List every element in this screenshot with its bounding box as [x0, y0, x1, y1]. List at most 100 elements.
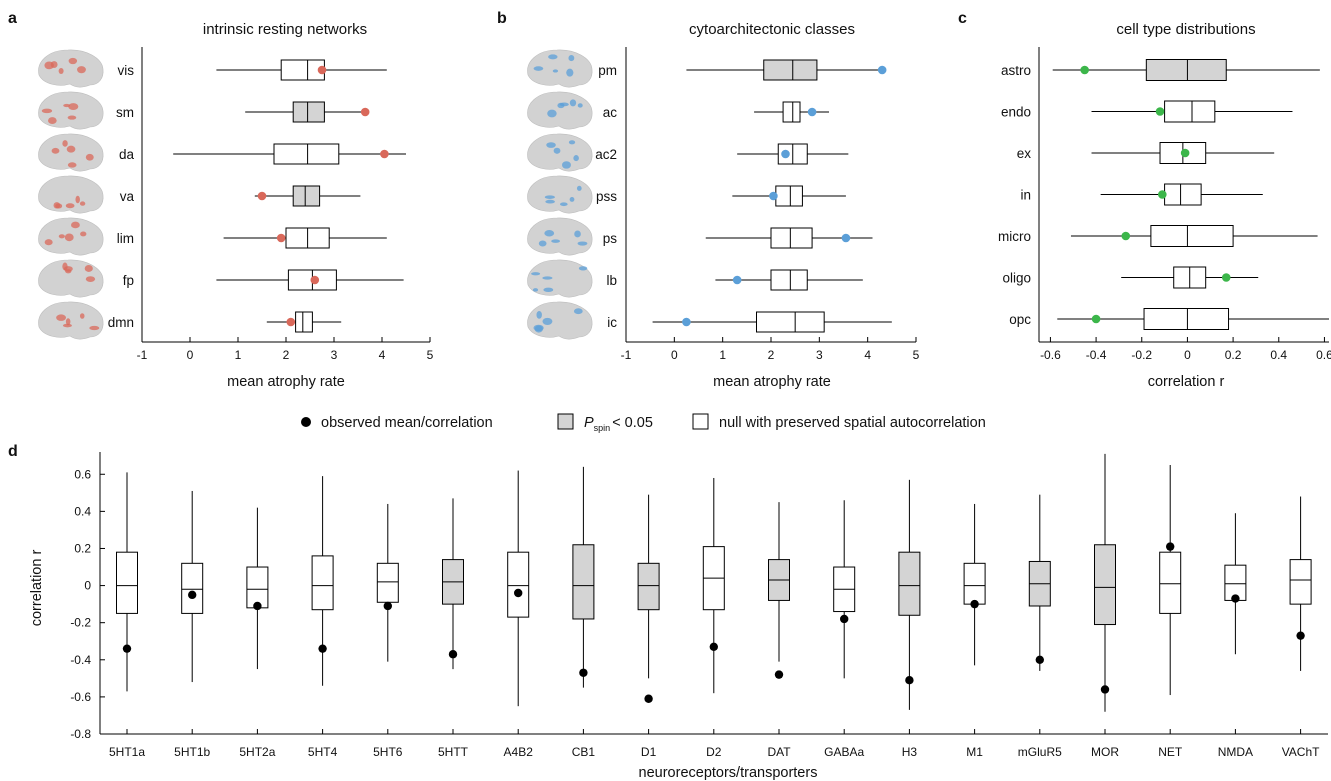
observed-point: [383, 601, 392, 611]
x-tick-label: 0.2: [1225, 348, 1242, 362]
observed-point: [1166, 542, 1175, 551]
box-iqr: [507, 551, 530, 618]
panel-a-x-axis-label: mean atrophy rate: [227, 374, 345, 390]
panel-d-axes: 0.6 0.4 0.2 0 -0.2 -0.4 -0.6 -0.8 5HT1a 5HT1b 5HT2…: [70, 452, 1328, 759]
observed-point: [1155, 107, 1165, 116]
observed-point: [732, 275, 742, 285]
brain-outline: [38, 49, 104, 88]
category-label: lb: [606, 273, 617, 288]
box-iqr: [756, 311, 825, 333]
brain-region-highlight: [576, 185, 582, 191]
category-label: D1: [641, 745, 657, 759]
box-iqr: [770, 269, 808, 291]
brain-icon: [527, 259, 593, 298]
box-iqr: [963, 562, 986, 605]
brain-region-highlight: [577, 103, 583, 108]
category-label: sm: [116, 105, 134, 120]
box-iqr: [181, 562, 204, 614]
observed-point: [253, 601, 262, 611]
x-tick-label: 0.6: [1316, 348, 1331, 362]
brain-icon: [38, 91, 104, 130]
brain-region-highlight: [559, 102, 569, 107]
x-tick-label: 1: [719, 348, 726, 362]
x-tick-label: 2: [283, 348, 290, 362]
observed-point: [360, 107, 370, 117]
brain-region-highlight: [55, 203, 63, 209]
brain-icon: [527, 175, 593, 214]
brain-outline: [527, 301, 593, 340]
x-tick-label: -0.4: [1086, 348, 1107, 362]
box-iqr: [1159, 551, 1182, 614]
legend-observed-label: observed mean/correlation: [321, 415, 493, 431]
box-iqr: [116, 551, 138, 614]
brain-region-highlight: [568, 140, 576, 145]
brain-region-highlight: [568, 54, 575, 62]
box-iqr: [1164, 100, 1216, 123]
brain-region-highlight: [573, 155, 579, 162]
box-iqr: [246, 566, 269, 609]
observed-point: [769, 191, 778, 201]
brain-region-highlight: [574, 230, 581, 238]
category-label: vis: [118, 63, 135, 78]
panel-a-boxes: vis sm da va lim fp dmn: [108, 59, 406, 333]
category-label: NMDA: [1218, 745, 1253, 759]
observed-point: [1100, 685, 1110, 694]
brain-region-highlight: [65, 269, 72, 274]
brain-region-highlight: [536, 310, 542, 319]
observed-point: [310, 275, 320, 285]
x-tick-label: -1: [137, 348, 148, 362]
brain-icon: [527, 301, 593, 340]
panel-d-boxes: [116, 453, 1312, 712]
y-tick-label: -0.2: [70, 616, 91, 630]
panel-a-title: intrinsic resting networks: [203, 21, 367, 38]
brain-region-highlight: [553, 147, 561, 154]
observed-point: [1231, 594, 1240, 603]
brain-region-highlight: [80, 231, 87, 237]
x-tick-label: 0: [671, 348, 678, 362]
brain-icon: [38, 133, 104, 172]
observed-point: [1035, 655, 1045, 664]
box-iqr: [1150, 225, 1234, 247]
observed-point: [807, 107, 817, 117]
brain-region-highlight: [67, 115, 77, 120]
brain-region-highlight: [58, 68, 64, 74]
box-iqr: [637, 562, 660, 611]
brain-region-highlight: [547, 109, 557, 118]
panel-b-cytoarchitecture-chart: cytoarchitectonic classes pm ac ac2 pss ps lb…: [527, 21, 920, 390]
brain-icon: [527, 91, 593, 130]
legend: observed mean/correlation Pspin < 0.05 nu…: [301, 413, 986, 433]
category-label: D2: [706, 745, 722, 759]
observed-point: [514, 588, 523, 598]
box-iqr: [572, 544, 595, 620]
brain-region-highlight: [79, 313, 85, 319]
box-iqr: [273, 143, 340, 165]
observed-point: [1080, 65, 1089, 75]
y-tick-label: 0.6: [74, 467, 91, 481]
brain-icon: [38, 301, 104, 340]
box-iqr: [311, 555, 334, 611]
brain-region-highlight: [577, 241, 588, 246]
category-label: CB1: [572, 745, 596, 759]
brain-region-highlight: [569, 197, 575, 202]
brain-region-highlight: [67, 162, 77, 168]
panel-c-title: cell type distributions: [1116, 21, 1255, 38]
observed-point: [317, 65, 327, 75]
observed-point: [841, 233, 851, 243]
brain-region-highlight: [531, 272, 541, 276]
x-tick-label: 4: [864, 348, 871, 362]
observed-point: [257, 191, 267, 201]
box-iqr: [292, 101, 325, 123]
brain-region-highlight: [89, 325, 100, 331]
category-label: ic: [607, 315, 617, 330]
observed-point: [1158, 190, 1167, 199]
observed-point: [877, 65, 887, 75]
x-tick-label: 0.4: [1270, 348, 1287, 362]
y-tick-label: -0.6: [70, 690, 91, 704]
panel-b-x-axis-label: mean atrophy rate: [713, 374, 831, 390]
brain-region-highlight: [41, 108, 53, 114]
brain-region-highlight: [84, 264, 93, 272]
brain-region-highlight: [542, 317, 553, 325]
panel-a-brain-icons: [38, 49, 104, 340]
brain-outline: [527, 49, 593, 88]
brain-outline: [527, 133, 593, 172]
